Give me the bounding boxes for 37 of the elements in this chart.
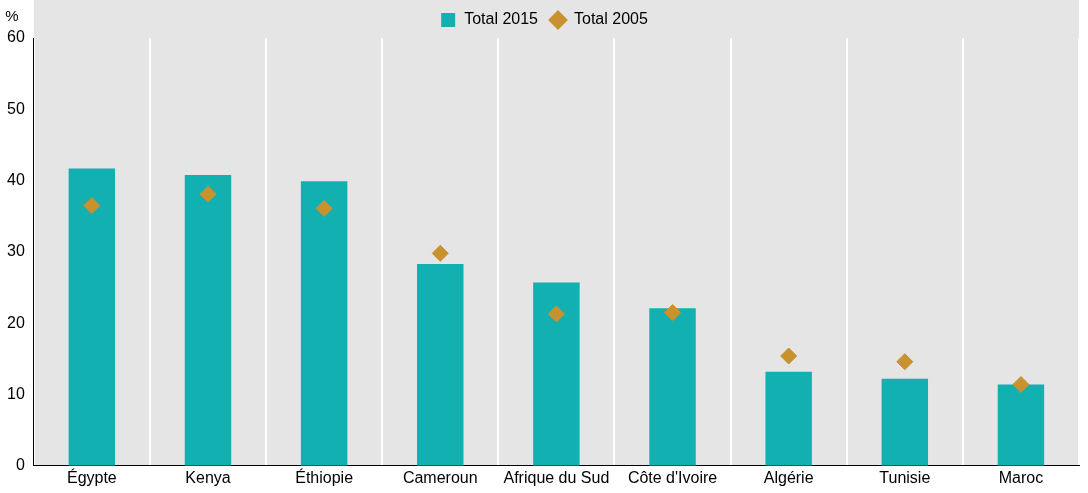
- x-tick-label: Côte d'Ivoire: [627, 468, 718, 486]
- point: [896, 353, 914, 371]
- x-tick-label: Cameroun: [402, 468, 478, 486]
- bar: [300, 181, 348, 466]
- y-tick-label: 30: [7, 242, 25, 260]
- bar: [997, 384, 1045, 466]
- y-tick-label: 60: [7, 28, 25, 46]
- legend-label: Total 2005: [574, 10, 648, 28]
- x-tick-label: Maroc: [998, 468, 1044, 486]
- bar: [881, 378, 929, 466]
- point: [547, 305, 565, 323]
- x-tick-label: Égypte: [66, 467, 117, 486]
- x-tick-label: Tunisie: [879, 468, 931, 486]
- point: [664, 304, 682, 322]
- x-tick-label: Afrique du Sud: [503, 468, 610, 486]
- x-tick-label: Éthiopie: [295, 467, 354, 486]
- bar: [533, 282, 580, 466]
- y-tick-label: 10: [7, 384, 25, 402]
- bar: [184, 174, 232, 466]
- bar: [649, 308, 696, 466]
- point: [315, 199, 333, 217]
- point: [1012, 376, 1030, 394]
- bar: [68, 168, 116, 466]
- y-tick-label: 0: [15, 456, 25, 474]
- y-axis-title: %: [5, 6, 19, 24]
- y-tick-label: 50: [7, 99, 25, 117]
- point: [199, 185, 217, 203]
- point: [83, 197, 101, 215]
- x-tick-label: Kenya: [185, 468, 231, 486]
- legend-label: Total 2015: [464, 10, 539, 28]
- bar: [417, 264, 464, 466]
- y-tick-label: 40: [7, 171, 25, 189]
- point: [780, 347, 798, 365]
- x-tick-label: Algérie: [763, 468, 814, 486]
- y-tick-label: 20: [7, 313, 25, 331]
- point: [431, 244, 449, 262]
- bar: [765, 371, 812, 466]
